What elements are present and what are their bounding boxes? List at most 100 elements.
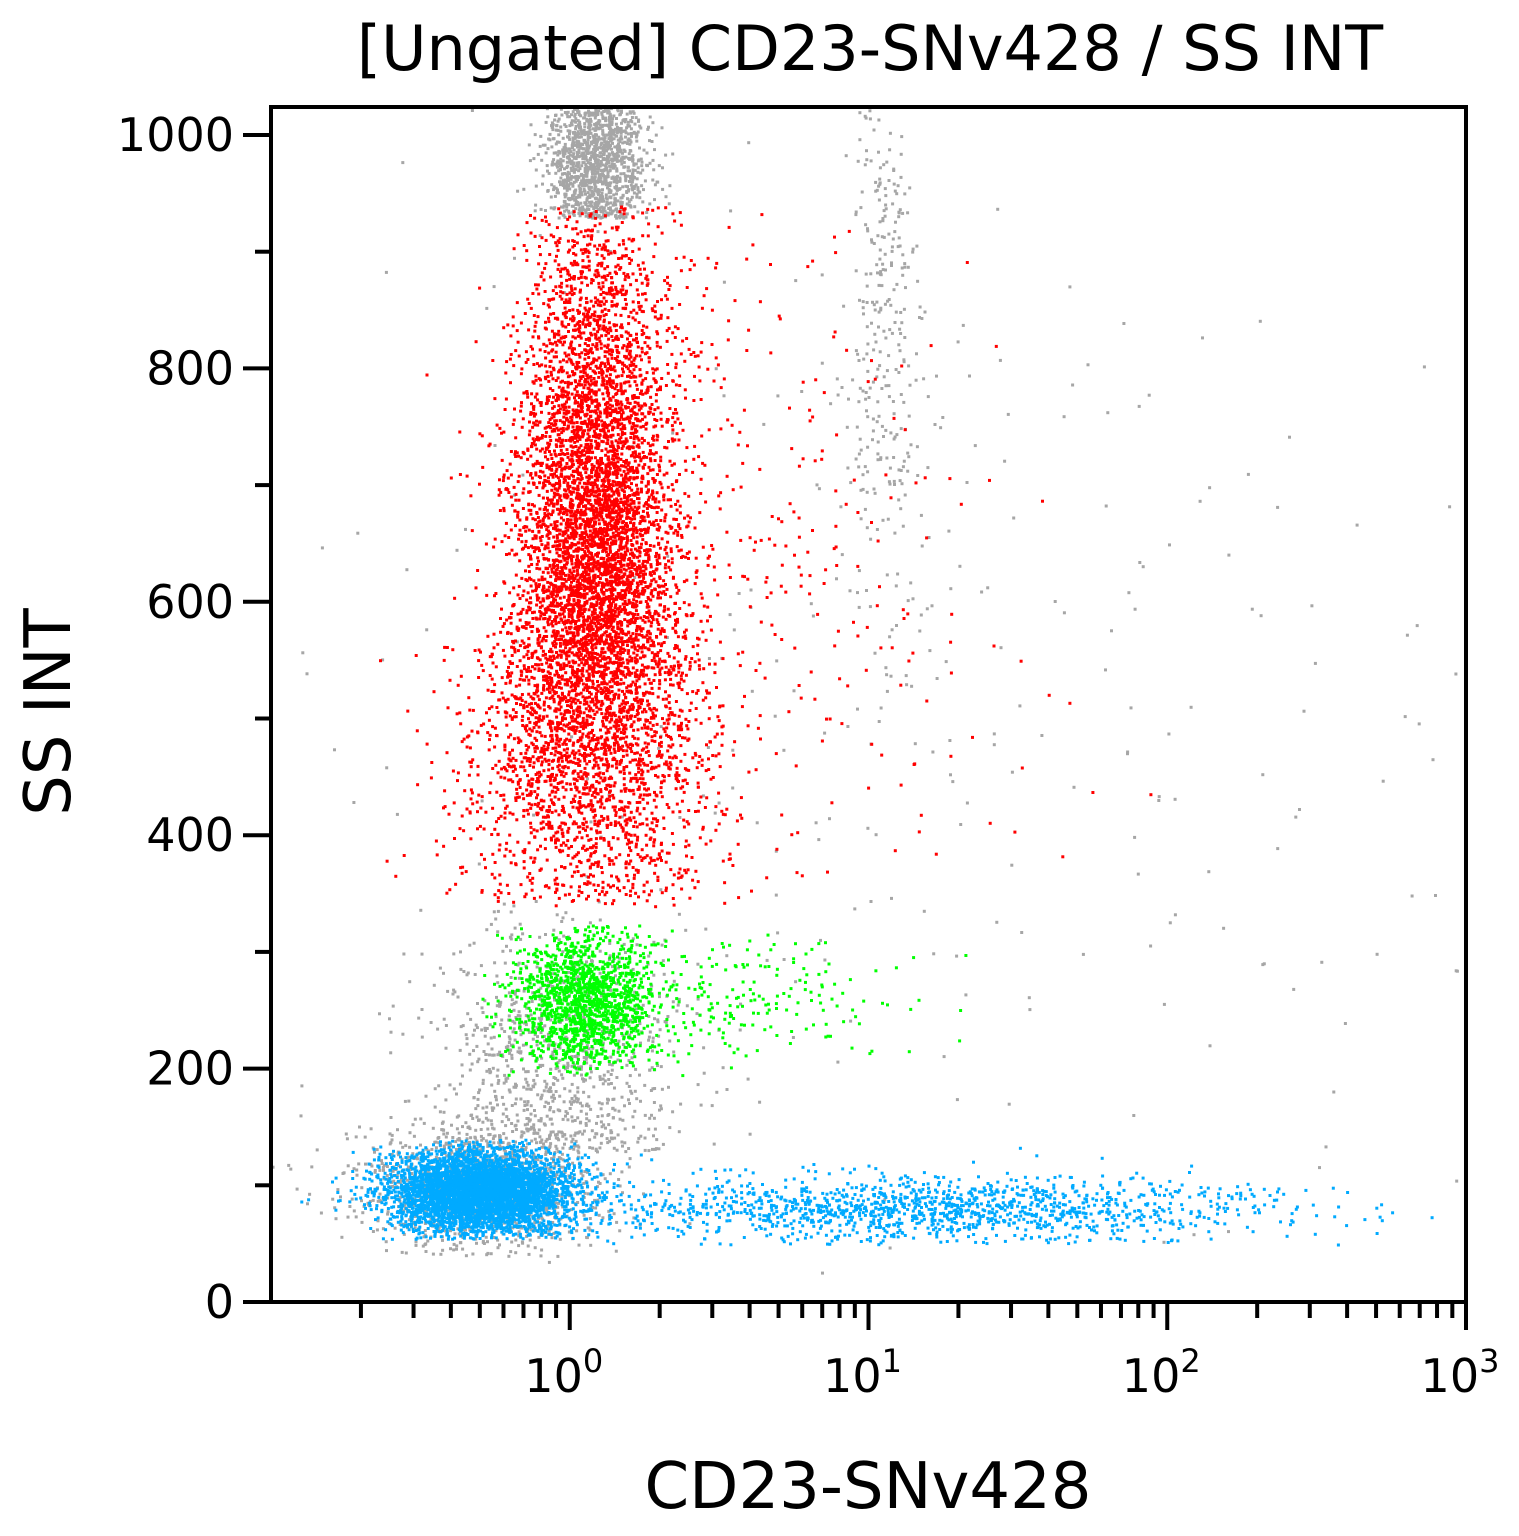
- data-point: [559, 1165, 563, 1169]
- data-point: [555, 140, 559, 144]
- data-point: [895, 433, 899, 437]
- data-point: [621, 194, 625, 198]
- data-point: [666, 554, 670, 558]
- data-point: [641, 533, 645, 537]
- data-point: [526, 1142, 530, 1146]
- data-point: [873, 308, 877, 312]
- data-point: [672, 1050, 676, 1054]
- data-point: [707, 657, 711, 660]
- data-point: [573, 1099, 576, 1103]
- data-point: [882, 235, 886, 239]
- data-point: [909, 581, 913, 585]
- data-point: [583, 1170, 587, 1174]
- data-point: [346, 1164, 350, 1168]
- data-point: [589, 1107, 593, 1111]
- data-point: [561, 1076, 565, 1080]
- data-point: [876, 271, 879, 275]
- data-point: [420, 1035, 424, 1039]
- data-point: [849, 481, 853, 485]
- data-point: [589, 201, 593, 205]
- data-point: [729, 209, 733, 213]
- data-point: [877, 720, 881, 723]
- data-point: [483, 1034, 487, 1038]
- data-point: [385, 1174, 389, 1177]
- data-point: [955, 1098, 959, 1102]
- data-point: [525, 221, 529, 225]
- data-point: [655, 708, 659, 712]
- data-point: [413, 1117, 417, 1121]
- data-point: [582, 1129, 586, 1133]
- data-point: [646, 962, 650, 966]
- data-point: [1207, 870, 1211, 874]
- data-point: [581, 1174, 585, 1178]
- data-point: [604, 119, 608, 123]
- data-point: [640, 436, 644, 440]
- data-point: [544, 215, 547, 219]
- data-point: [458, 1241, 462, 1245]
- data-point: [611, 152, 615, 156]
- data-point: [490, 1106, 494, 1110]
- data-point: [540, 1145, 544, 1149]
- data-point: [476, 1060, 480, 1064]
- data-point: [869, 159, 873, 163]
- data-point: [814, 821, 818, 825]
- data-point: [532, 1126, 536, 1130]
- data-point: [840, 386, 844, 389]
- data-point: [955, 954, 959, 958]
- data-point: [1072, 785, 1076, 789]
- data-point: [625, 749, 629, 753]
- data-point: [623, 140, 627, 144]
- data-point: [661, 1142, 665, 1146]
- data-point: [612, 193, 616, 197]
- data-point: [533, 1137, 537, 1141]
- data-point: [1332, 1090, 1336, 1094]
- data-point: [605, 133, 609, 137]
- data-point: [617, 1109, 621, 1113]
- data-point: [567, 1014, 571, 1018]
- data-point: [556, 191, 560, 195]
- data-point: [893, 483, 896, 486]
- data-point: [542, 708, 546, 712]
- data-point: [627, 188, 631, 192]
- data-point: [594, 108, 598, 112]
- data-point: [488, 1023, 492, 1027]
- data-point: [561, 1165, 565, 1169]
- data-point: [419, 908, 423, 912]
- data-point: [496, 981, 500, 985]
- data-point: [560, 205, 563, 209]
- data-point: [404, 1144, 408, 1148]
- data-point: [396, 1128, 399, 1132]
- data-point: [857, 465, 861, 469]
- data-point: [882, 163, 886, 167]
- data-point: [794, 279, 798, 283]
- data-point: [535, 1141, 538, 1145]
- data-point: [529, 1127, 533, 1131]
- data-point: [638, 146, 641, 150]
- data-point: [357, 1162, 361, 1166]
- data-point: [653, 1017, 656, 1021]
- data-point: [513, 926, 517, 930]
- data-point: [615, 117, 618, 120]
- data-point: [664, 384, 668, 387]
- data-point: [571, 486, 575, 490]
- data-point: [600, 205, 604, 209]
- data-point: [949, 773, 952, 777]
- data-point: [546, 1089, 550, 1093]
- data-point: [574, 127, 578, 131]
- data-point: [648, 1116, 652, 1120]
- data-point: [498, 1002, 501, 1006]
- data-point: [621, 155, 625, 159]
- data-point: [620, 485, 624, 489]
- data-point: [637, 119, 640, 123]
- data-point: [558, 162, 562, 166]
- data-point: [408, 1131, 412, 1135]
- data-point: [626, 538, 629, 542]
- data-point: [948, 739, 952, 742]
- data-point: [604, 630, 608, 634]
- data-point: [532, 1131, 536, 1135]
- data-point: [629, 1018, 633, 1022]
- data-point: [560, 865, 563, 869]
- data-point: [608, 206, 612, 210]
- data-point: [576, 165, 580, 169]
- data-point: [701, 698, 705, 702]
